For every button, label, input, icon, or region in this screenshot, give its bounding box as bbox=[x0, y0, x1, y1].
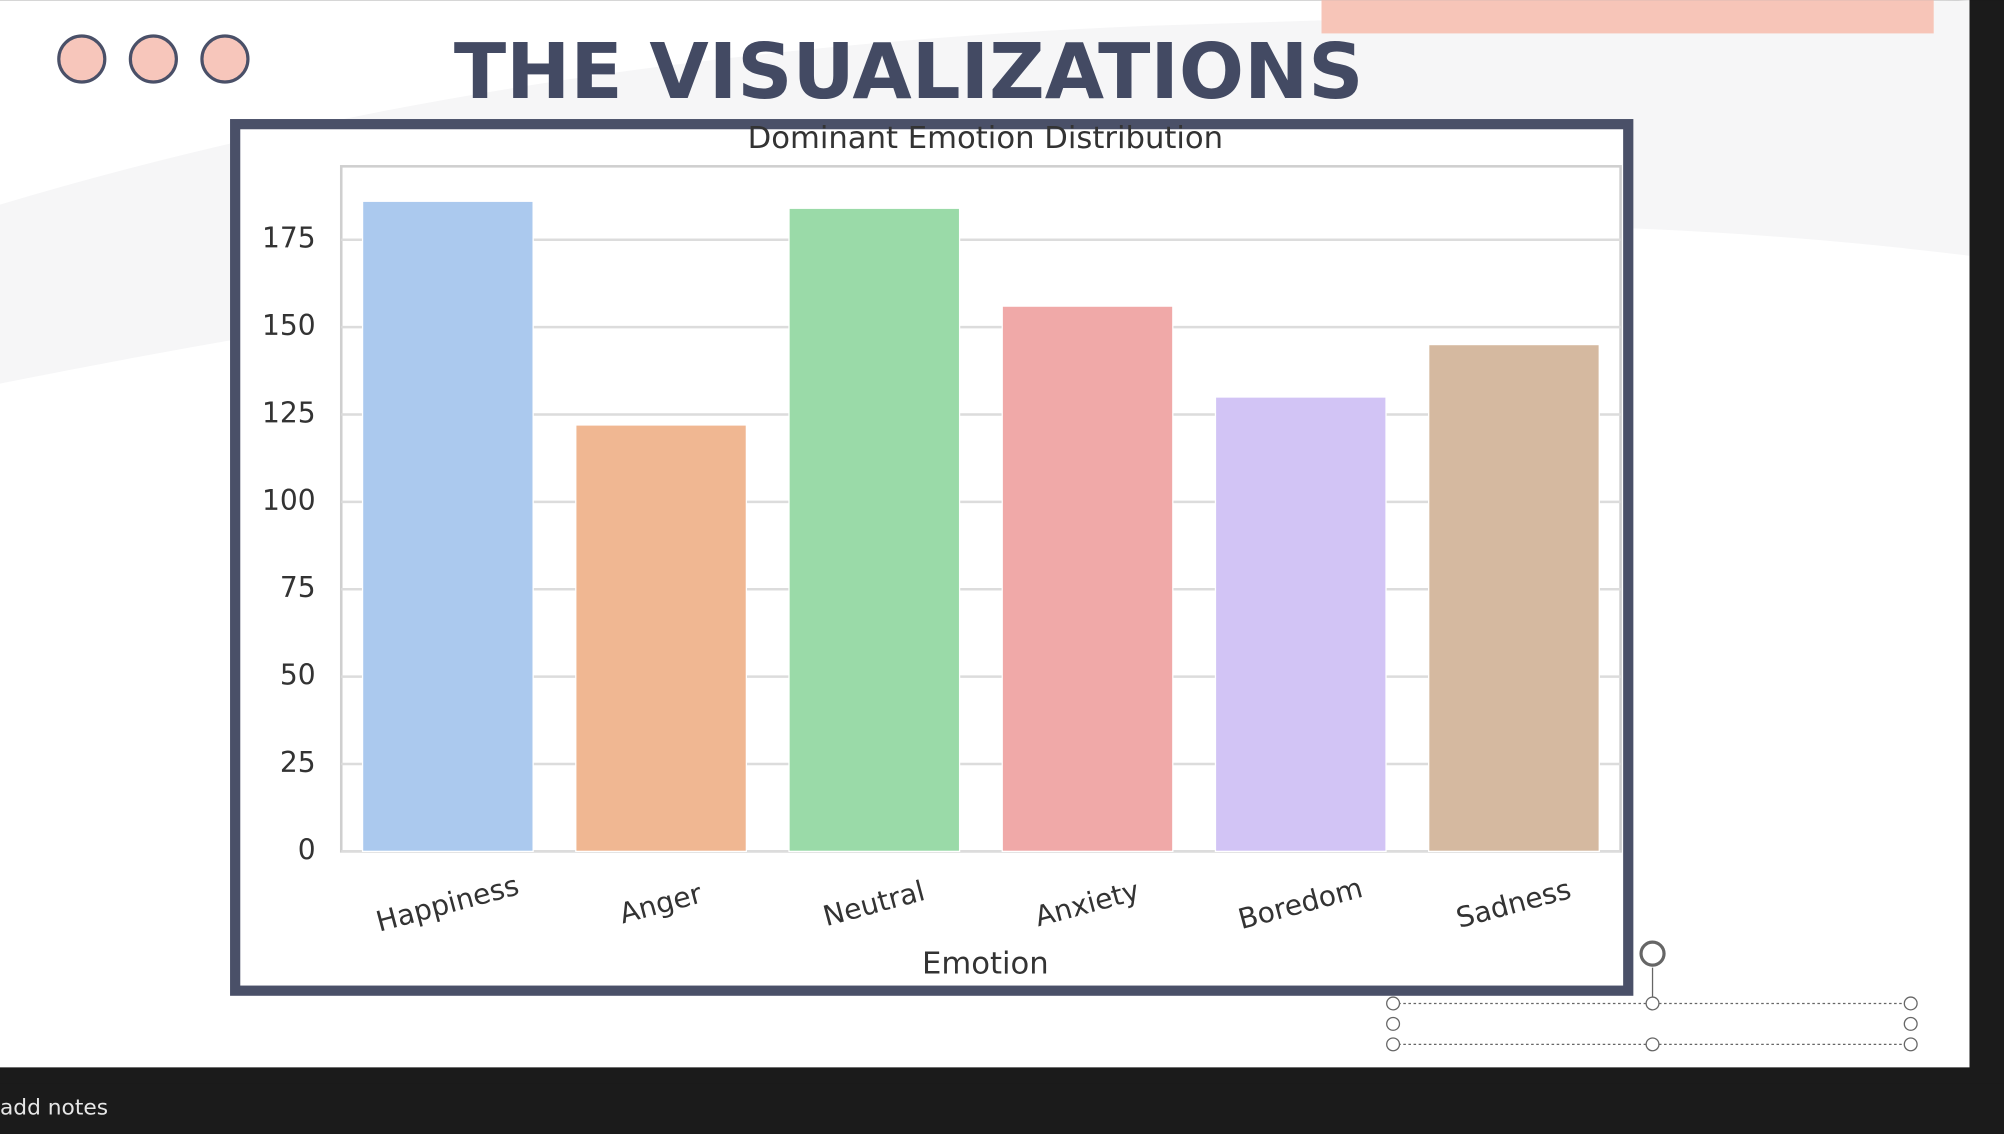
resize-handle[interactable] bbox=[1645, 996, 1660, 1011]
y-tick-label: 50 bbox=[280, 659, 316, 692]
bar bbox=[1001, 305, 1174, 853]
notes-placeholder[interactable]: add notes bbox=[0, 1095, 108, 1120]
resize-handle[interactable] bbox=[1903, 996, 1918, 1011]
resize-handle[interactable] bbox=[1386, 1037, 1401, 1052]
chart-title: Dominant Emotion Distribution bbox=[748, 121, 1223, 156]
notes-bar bbox=[0, 1083, 2004, 1134]
bar bbox=[1214, 396, 1387, 853]
bar bbox=[1428, 343, 1600, 853]
accent-bar bbox=[1321, 0, 1934, 34]
bar bbox=[575, 424, 748, 853]
resize-handle[interactable] bbox=[1386, 1016, 1401, 1031]
y-tick-label: 0 bbox=[298, 833, 316, 866]
resize-handle[interactable] bbox=[1386, 996, 1401, 1011]
y-tick-label: 25 bbox=[280, 746, 316, 779]
deco-circle bbox=[57, 34, 107, 84]
y-tick-label: 100 bbox=[262, 484, 316, 517]
resize-handle[interactable] bbox=[1645, 1037, 1660, 1052]
y-tick-label: 150 bbox=[262, 309, 316, 342]
resize-handle[interactable] bbox=[1903, 1016, 1918, 1031]
bar bbox=[788, 207, 961, 853]
y-tick-label: 75 bbox=[280, 571, 316, 604]
y-tick-label: 175 bbox=[262, 222, 316, 255]
slide-title: THE VISUALIZATIONS bbox=[454, 28, 1364, 117]
deco-circle bbox=[200, 34, 250, 84]
selection-handles bbox=[1386, 940, 1918, 1052]
deco-circle bbox=[128, 34, 178, 84]
y-tick-label: 125 bbox=[262, 396, 316, 429]
x-axis-label: Emotion bbox=[922, 947, 1049, 982]
resize-handle[interactable] bbox=[1903, 1037, 1918, 1052]
rotate-handle[interactable] bbox=[1639, 940, 1666, 967]
bar bbox=[361, 200, 534, 853]
